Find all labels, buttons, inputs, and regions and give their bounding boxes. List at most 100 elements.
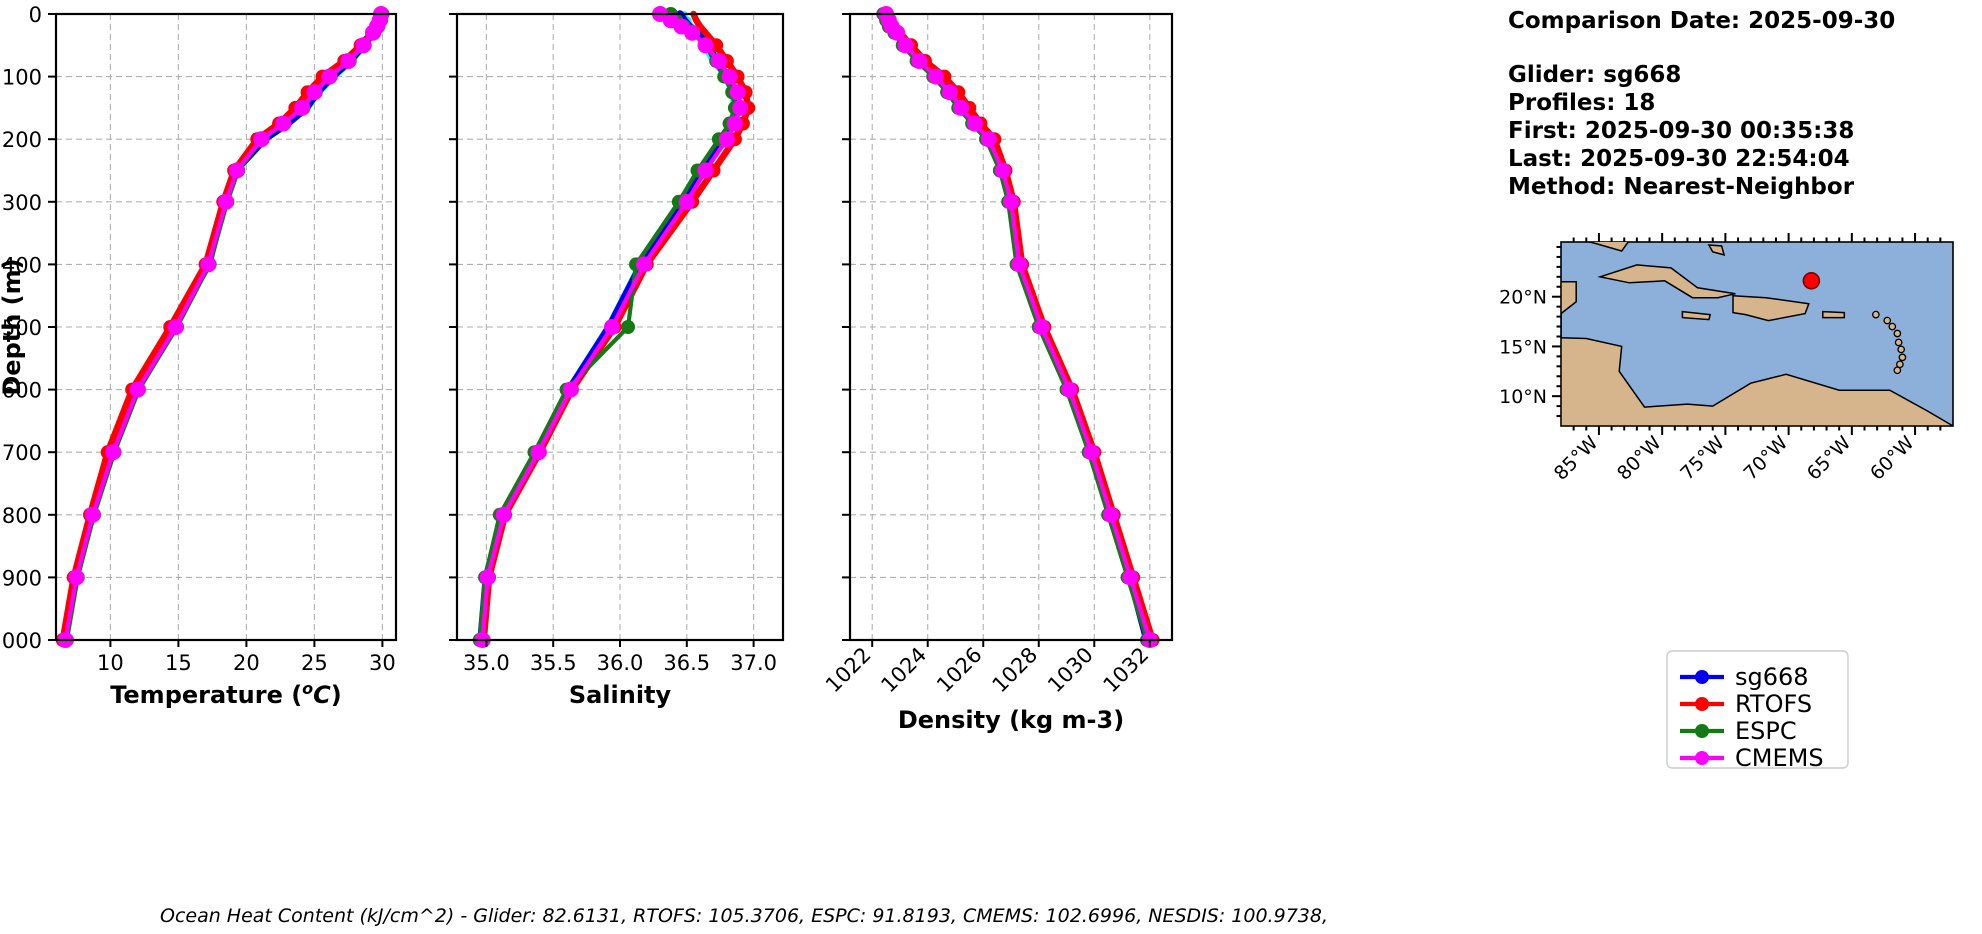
map-lon-label: 65°W [1803,432,1856,485]
series-marker [340,52,357,69]
series-marker [167,319,184,335]
x-tick-label: 20 [233,651,260,675]
y-axis-label: Depth (m) [0,258,26,395]
map-land-cuba [1597,264,1736,299]
series-marker [200,256,217,273]
first-profile-text: First: 2025-09-30 00:35:38 [1508,118,1854,144]
series-cmems [878,6,1158,648]
x-tick-label: 15 [165,651,192,675]
x-tick-label: 35.5 [530,651,577,675]
y-tick-label: 500 [2,316,42,340]
map-land-puerto-rico [1822,310,1846,319]
series-marker [294,99,311,116]
map-land-lesser-antilles [1893,366,1902,375]
series-marker [68,569,85,586]
y-tick-label: 600 [2,379,42,403]
series-marker [1003,193,1019,210]
legend-entry-espc[interactable]: ESPC [1680,717,1797,745]
series-marker [364,24,381,41]
individual-profile-line [884,11,1150,643]
ocean-heat-content-caption: Ocean Heat Content (kJ/cm^2) - Glider: 8… [160,905,1328,927]
series-marker [697,37,714,54]
map-land-lesser-antilles [1888,322,1897,331]
map-lat-label: 10°N [1499,386,1547,408]
series-marker [928,68,945,85]
series-marker [1061,381,1078,398]
panel-temperature: 1015202530010020030040050060070080090010… [0,3,398,709]
series-marker [1122,569,1139,586]
x-tick-label: 30 [369,651,396,675]
legend-marker-swatch [1695,670,1709,684]
series-rtofs [55,10,383,647]
individual-profile-line [61,11,386,643]
series-marker [530,444,547,461]
series-marker [253,131,270,148]
series-marker [980,131,997,148]
series-marker [355,37,372,54]
legend-label: sg668 [1735,663,1809,691]
map-land-central-south-america [1561,281,1953,426]
map-lon-label: 85°W [1550,432,1603,485]
series-marker [621,320,636,334]
map-lon-label: 75°W [1676,432,1729,485]
legend-box [1666,650,1849,769]
panel-density: 1022 1024 1026 1028 1030 1032 Density (kg m-3) [821,6,1174,734]
info-text-block: Comparison Date: 2025-09-30 Glider: sg668… [1508,8,1895,200]
legend-entry-sg668[interactable]: sg668 [1680,663,1809,691]
series-marker [710,52,727,69]
map-land-bahamas-1 [1680,228,1700,234]
x-tick-label: 36.0 [597,651,644,675]
series-marker [218,193,234,210]
map-land-lesser-antilles [1894,338,1903,347]
series-marker [966,115,983,132]
series-marker [994,162,1011,179]
series-marker [603,319,620,335]
x-tick-label: 1024 [876,643,931,698]
y-tick-label: 200 [2,128,42,152]
series-marker [275,115,292,132]
map-land-hispaniola [1732,294,1810,322]
series-marker [684,24,701,41]
y-tick-label: 0 [29,3,42,27]
series-marker [953,99,970,116]
panel-salinity: 35.0 35.5 36.0 36.5 37.0 Salinity [449,6,785,709]
series-marker [84,506,101,523]
map-lon-label: 60°W [1866,432,1919,485]
series-marker [321,68,338,85]
map-land-florida [1586,242,1630,252]
x-tick-label: 35.0 [463,651,510,675]
legend-entry-cmems[interactable]: CMEMS [1680,744,1824,772]
legend-label: CMEMS [1735,744,1824,772]
x-tick-label: 1032 [1099,643,1154,698]
y-tick-label: 1000 [0,629,42,653]
x-tick-label: 1030 [1043,643,1098,698]
x-tick-label: 37.0 [730,651,777,675]
series-marker [562,381,579,398]
legend-entry-rtofs[interactable]: RTOFS [1680,690,1812,718]
map-lat-label: 15°N [1499,336,1547,358]
series-marker [889,24,906,41]
comparison-date-text: Comparison Date: 2025-09-30 [1508,8,1895,34]
series-marker [1102,506,1119,523]
map-land-jamaica [1681,310,1712,321]
x-tick-label: 36.5 [663,651,710,675]
map-land-lesser-antilles [1898,353,1907,362]
method-text: Method: Nearest-Neighbor [1508,174,1855,200]
series-line [64,11,385,643]
y-tick-label: 700 [2,441,42,465]
series-marker [105,444,122,461]
y-tick-label: 800 [2,504,42,528]
series-marker [897,37,914,54]
y-tick-label: 400 [2,253,42,277]
x-tick-label: 10 [97,651,124,675]
last-profile-text: Last: 2025-09-30 22:54:04 [1508,146,1850,172]
series-marker [1033,319,1050,335]
series-cmems [474,6,749,648]
map-land-lesser-antilles [1897,345,1906,354]
individual-profile-line [61,11,387,643]
map-glider-location-marker[interactable] [1802,271,1821,290]
series-marker [479,569,496,586]
y-tick-label: 300 [2,191,42,215]
